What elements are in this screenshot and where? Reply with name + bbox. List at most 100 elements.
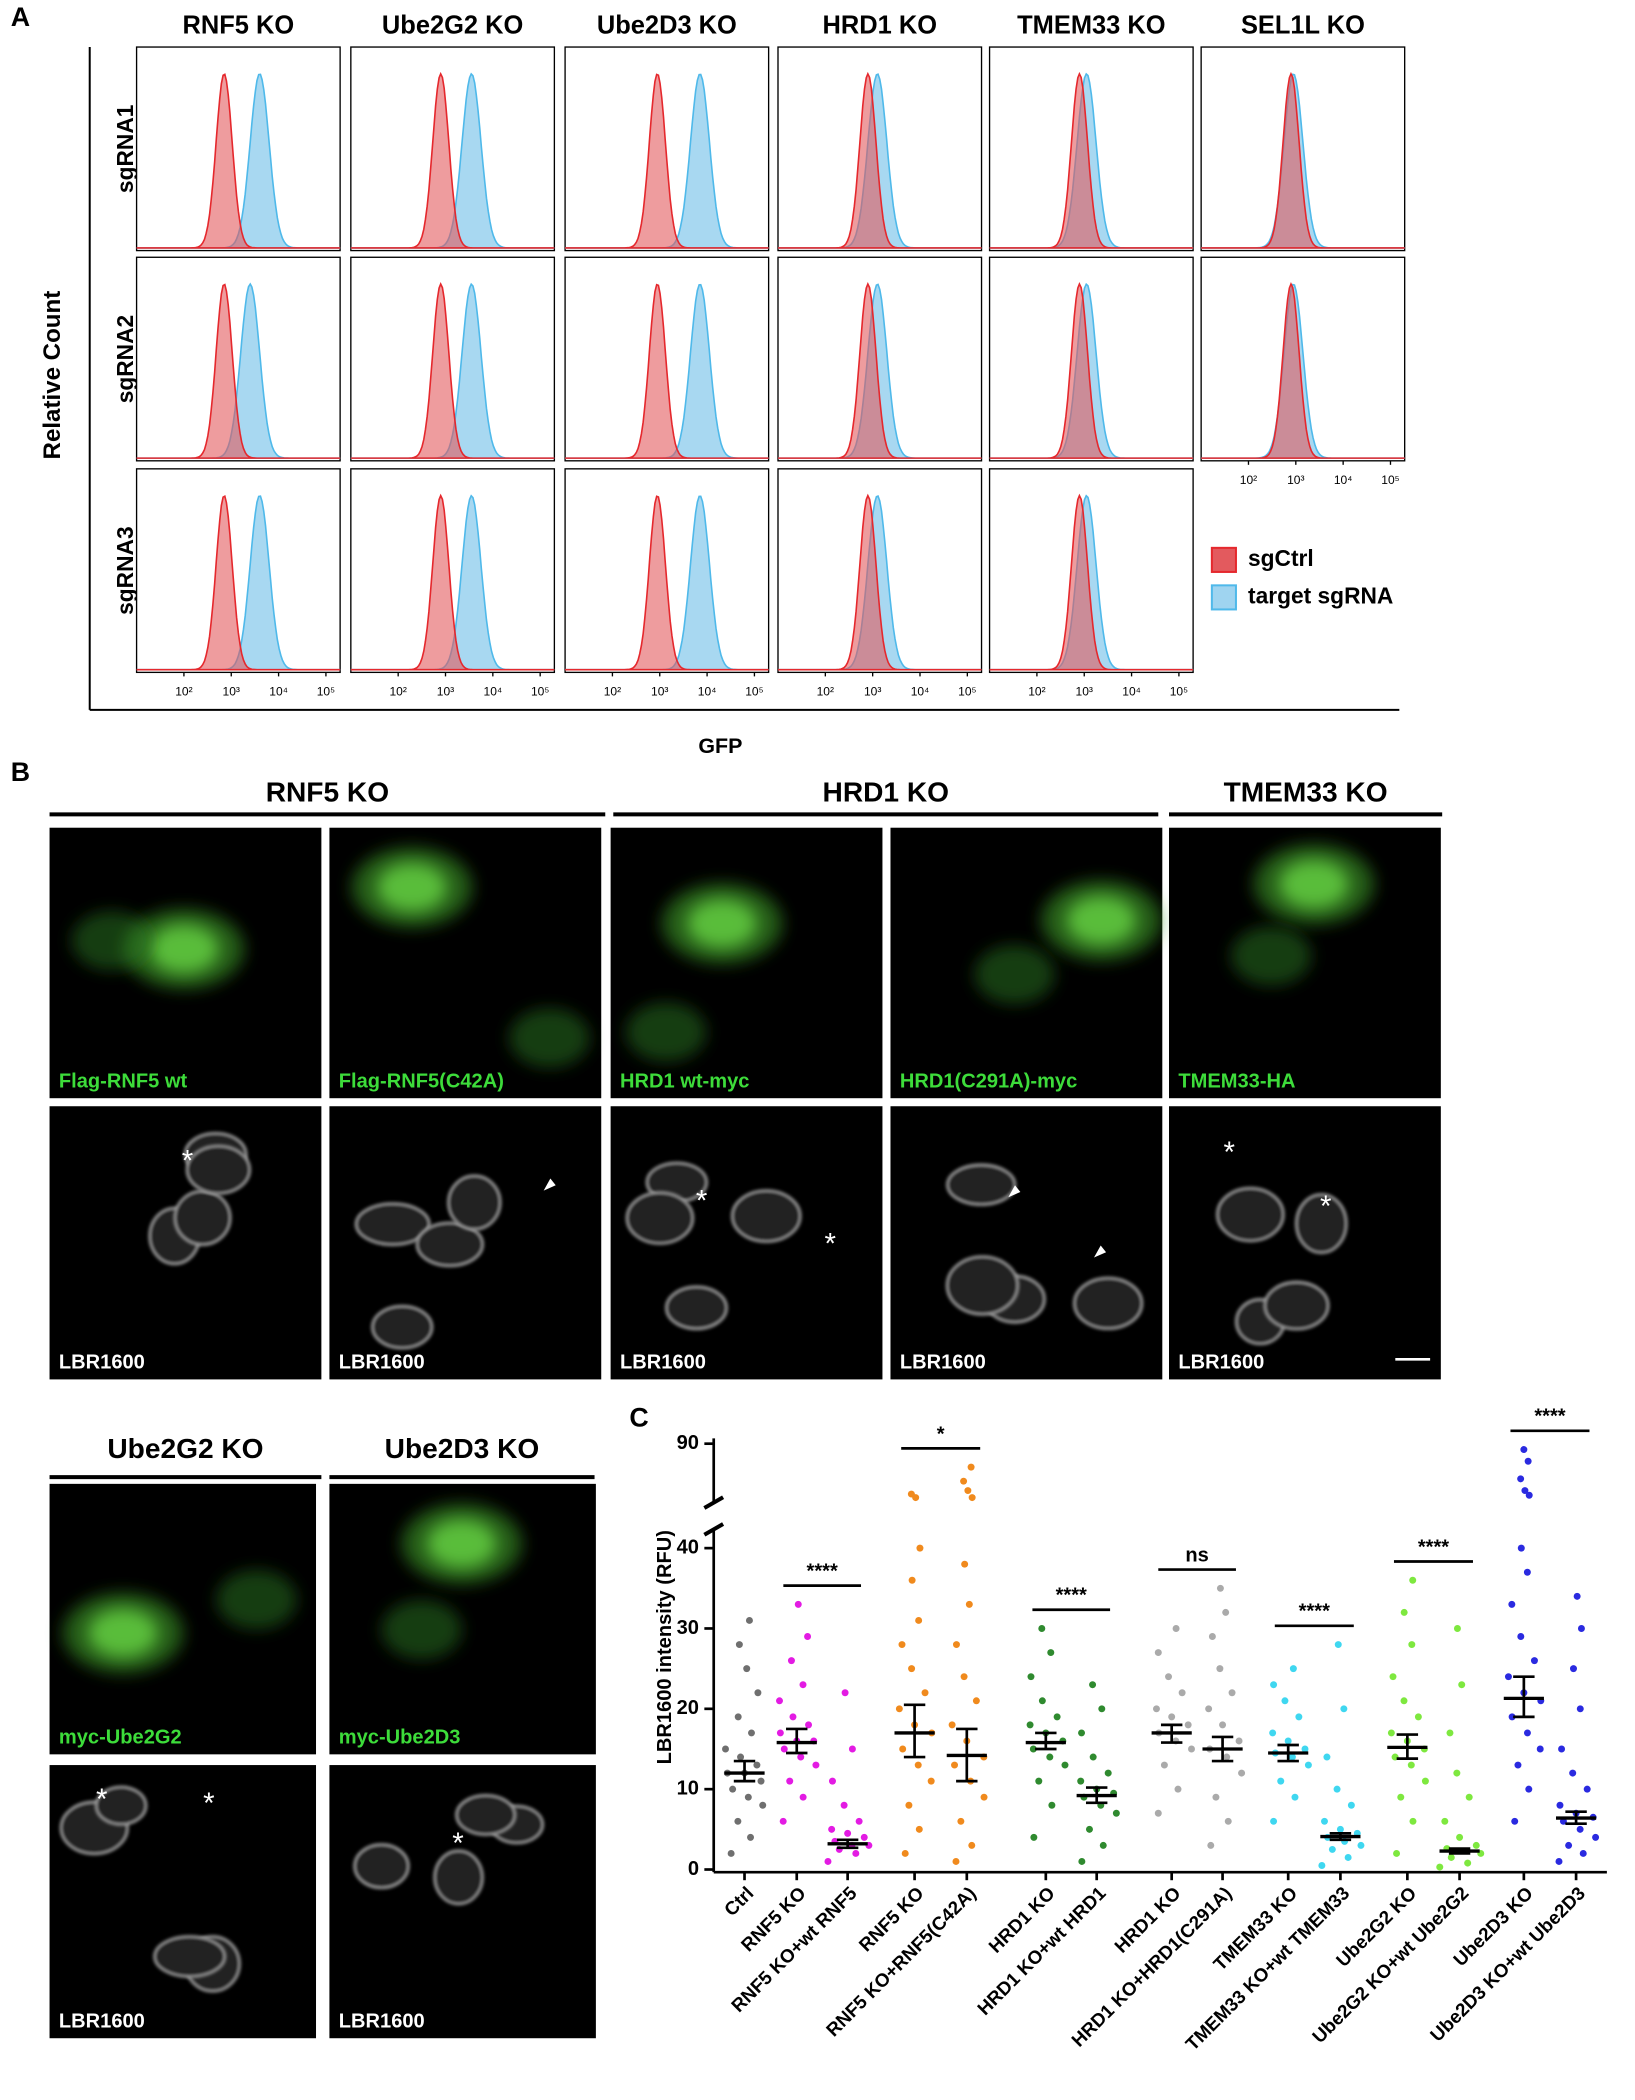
data-point bbox=[1511, 1817, 1519, 1825]
data-point bbox=[1029, 1745, 1037, 1753]
data-point bbox=[1558, 1745, 1566, 1753]
data-point bbox=[927, 1777, 935, 1785]
x-tick-label: Ctrl bbox=[720, 1882, 758, 1920]
data-point bbox=[1344, 1853, 1352, 1861]
group-header: HRD1 KO bbox=[823, 777, 950, 808]
significance-label: **** bbox=[1418, 1536, 1449, 1558]
data-point bbox=[824, 1857, 832, 1865]
data-point bbox=[1464, 1859, 1472, 1867]
data-point bbox=[1047, 1649, 1055, 1657]
data-point bbox=[1318, 1862, 1326, 1869]
data-point bbox=[899, 1745, 907, 1753]
nucleus bbox=[625, 1191, 695, 1245]
data-point bbox=[1517, 1544, 1525, 1552]
significance-label: **** bbox=[1299, 1601, 1330, 1623]
data-point bbox=[1556, 1801, 1564, 1809]
data-point bbox=[895, 1705, 903, 1713]
data-point bbox=[1277, 1777, 1285, 1785]
data-point bbox=[916, 1544, 924, 1552]
data-point bbox=[1414, 1713, 1422, 1721]
data-point bbox=[776, 1697, 783, 1705]
data-point bbox=[840, 1801, 848, 1809]
data-point bbox=[1508, 1713, 1516, 1721]
histogram bbox=[989, 282, 1194, 459]
data-point bbox=[1517, 1633, 1525, 1640]
data-point bbox=[799, 1681, 807, 1689]
data-point bbox=[1035, 1777, 1043, 1785]
nucleus bbox=[185, 1144, 252, 1195]
data-point bbox=[1172, 1624, 1180, 1632]
x-tick-label: 10² bbox=[817, 685, 834, 699]
data-point bbox=[1453, 1624, 1461, 1632]
cell-signal bbox=[377, 863, 447, 912]
data-point bbox=[1456, 1833, 1464, 1841]
data-point bbox=[1328, 1845, 1336, 1853]
data-point bbox=[1334, 1641, 1342, 1649]
data-point bbox=[735, 1641, 743, 1649]
data-point bbox=[1525, 1785, 1533, 1793]
data-point bbox=[1208, 1633, 1216, 1640]
data-point bbox=[980, 1793, 988, 1801]
data-point bbox=[1078, 1729, 1086, 1737]
histogram bbox=[1201, 71, 1405, 249]
marker: * bbox=[452, 1827, 463, 1860]
x-tick-label: 10³ bbox=[437, 685, 454, 699]
data-point bbox=[1154, 1649, 1162, 1657]
data-point bbox=[1295, 1713, 1303, 1721]
nucleus bbox=[1263, 1280, 1330, 1331]
data-point bbox=[1523, 1729, 1531, 1737]
data-point bbox=[780, 1745, 788, 1753]
data-point bbox=[804, 1633, 812, 1640]
group-header: RNF5 KO bbox=[266, 777, 389, 808]
cell-signal bbox=[71, 911, 153, 971]
x-tick-label: 10⁵ bbox=[745, 685, 763, 699]
data-point bbox=[1530, 1657, 1538, 1665]
data-point bbox=[965, 1600, 973, 1608]
data-point bbox=[921, 1689, 929, 1697]
data-point bbox=[776, 1729, 784, 1737]
data-point bbox=[848, 1745, 856, 1753]
counterstain-label: LBR1600 bbox=[59, 2010, 145, 2032]
data-point bbox=[1400, 1608, 1408, 1616]
data-point bbox=[812, 1761, 820, 1769]
data-point bbox=[1104, 1769, 1112, 1777]
data-point bbox=[915, 1616, 923, 1624]
data-point bbox=[841, 1689, 849, 1697]
cell-signal bbox=[1230, 926, 1312, 986]
data-point bbox=[1099, 1841, 1107, 1849]
data-point bbox=[852, 1849, 860, 1857]
data-point bbox=[844, 1829, 852, 1837]
data-point bbox=[1288, 1753, 1296, 1761]
cell-signal bbox=[88, 1608, 158, 1658]
cell-signal bbox=[509, 1008, 590, 1068]
cell-signal bbox=[974, 944, 1055, 1004]
data-point bbox=[968, 1841, 976, 1849]
data-point bbox=[744, 1793, 752, 1801]
nucleus bbox=[173, 1189, 232, 1246]
histogram bbox=[136, 283, 341, 459]
x-tick-label: 10⁴ bbox=[269, 685, 288, 699]
data-point bbox=[1336, 1825, 1344, 1833]
x-tick-label: 10⁴ bbox=[911, 685, 930, 699]
marker: * bbox=[203, 1787, 214, 1820]
data-point bbox=[1030, 1833, 1038, 1841]
arrowhead bbox=[1008, 1185, 1021, 1198]
data-point bbox=[1219, 1721, 1227, 1729]
significance-label: ns bbox=[1185, 1544, 1208, 1566]
data-point bbox=[1085, 1825, 1093, 1833]
nucleus bbox=[1295, 1193, 1348, 1254]
data-point bbox=[1061, 1761, 1069, 1769]
stain-label: Flag-RNF5(C42A) bbox=[339, 1070, 504, 1092]
marker: * bbox=[1224, 1136, 1235, 1169]
x-tick-label: 10⁴ bbox=[1122, 685, 1141, 699]
data-point bbox=[1570, 1665, 1577, 1673]
row-label: sgRNA1 bbox=[112, 104, 138, 193]
data-point bbox=[1160, 1761, 1168, 1769]
data-point bbox=[1579, 1849, 1587, 1857]
y-axis-label: LBR1600 intensity (RFU) bbox=[654, 1530, 676, 1764]
legend-label: sgCtrl bbox=[1248, 545, 1314, 571]
histogram bbox=[350, 71, 555, 249]
group-header: TMEM33 KO bbox=[1224, 777, 1388, 808]
histogram bbox=[136, 494, 341, 671]
